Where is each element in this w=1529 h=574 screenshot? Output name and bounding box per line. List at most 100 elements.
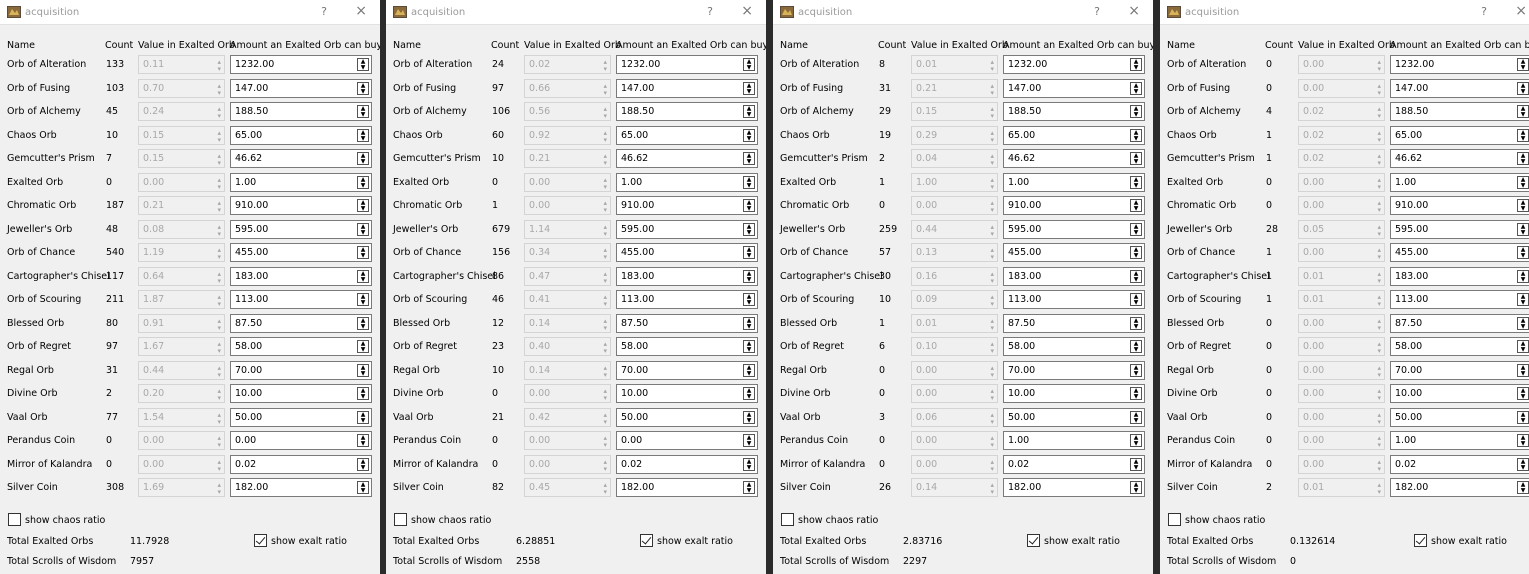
spin-arrows-icon[interactable]: ▲ ▼ xyxy=(1130,199,1142,212)
spin-arrows-icon[interactable]: ▲ ▼ xyxy=(357,387,369,400)
amount-spinbox-vaal-orb[interactable]: 50.00 ▲ ▼ xyxy=(230,407,372,427)
spin-arrows-icon[interactable]: ▲ ▼ xyxy=(743,105,755,118)
spin-arrows-icon[interactable]: ▲ ▼ xyxy=(1517,316,1529,330)
amount-spinbox-orb-of-scouring[interactable]: 113.00 ▲ ▼ xyxy=(1390,290,1529,309)
spin-arrows-icon[interactable]: ▲ ▼ xyxy=(1517,105,1529,118)
amount-spinbox-orb-of-scouring[interactable]: 113.00 ▲ ▼ xyxy=(1003,290,1145,309)
spin-arrows-icon[interactable]: ▲ ▼ xyxy=(357,293,369,306)
amount-spinbox-chaos-orb[interactable]: 65.00 ▲ ▼ xyxy=(230,125,372,145)
amount-spinbox-blessed-orb[interactable]: 87.50 ▲ ▼ xyxy=(230,313,372,333)
amount-spinbox-mirror-of-kalandra[interactable]: 0.02 ▲ ▼ xyxy=(616,454,758,474)
spin-arrows-icon[interactable]: ▲ ▼ xyxy=(743,58,755,71)
spin-arrows-icon[interactable]: ▲ ▼ xyxy=(1517,175,1529,189)
close-button[interactable]: × xyxy=(1128,3,1140,19)
amount-spinbox-silver-coin[interactable]: 182.00 ▲ ▼ xyxy=(230,478,372,497)
spin-arrows-icon[interactable]: ▲ ▼ xyxy=(1130,363,1142,377)
close-button[interactable]: × xyxy=(741,3,753,19)
amount-spinbox-cartographer-s-chisel[interactable]: 183.00 ▲ ▼ xyxy=(1003,266,1145,286)
spin-arrows-icon[interactable]: ▲ ▼ xyxy=(743,199,755,212)
amount-spinbox-gemcutter-s-prism[interactable]: 46.62 ▲ ▼ xyxy=(1390,149,1529,168)
amount-spinbox-divine-orb[interactable]: 10.00 ▲ ▼ xyxy=(1003,384,1145,403)
show-chaos-ratio-label[interactable]: show chaos ratio xyxy=(411,515,492,526)
spin-arrows-icon[interactable]: ▲ ▼ xyxy=(357,128,369,142)
amount-spinbox-perandus-coin[interactable]: 0.00 ▲ ▼ xyxy=(616,431,758,450)
show-chaos-ratio-checkbox[interactable] xyxy=(394,513,407,526)
amount-spinbox-blessed-orb[interactable]: 87.50 ▲ ▼ xyxy=(1390,313,1529,333)
amount-spinbox-orb-of-fusing[interactable]: 147.00 ▲ ▼ xyxy=(1390,78,1529,98)
show-exalt-ratio-checkbox[interactable] xyxy=(640,534,653,547)
show-exalt-ratio-label[interactable]: show exalt ratio xyxy=(1431,536,1507,547)
amount-spinbox-jeweller-s-orb[interactable]: 595.00 ▲ ▼ xyxy=(1003,219,1145,239)
amount-spinbox-orb-of-alteration[interactable]: 1232.00 ▲ ▼ xyxy=(230,55,372,74)
amount-spinbox-jeweller-s-orb[interactable]: 595.00 ▲ ▼ xyxy=(1390,219,1529,239)
spin-arrows-icon[interactable]: ▲ ▼ xyxy=(357,340,369,353)
spin-arrows-icon[interactable]: ▲ ▼ xyxy=(357,105,369,118)
title-bar[interactable]: acquisition? × xyxy=(773,0,1153,25)
show-exalt-ratio-label[interactable]: show exalt ratio xyxy=(657,536,733,547)
spin-arrows-icon[interactable]: ▲ ▼ xyxy=(1130,316,1142,330)
amount-spinbox-gemcutter-s-prism[interactable]: 46.62 ▲ ▼ xyxy=(1003,149,1145,168)
spin-arrows-icon[interactable]: ▲ ▼ xyxy=(1517,457,1529,471)
amount-spinbox-exalted-orb[interactable]: 1.00 ▲ ▼ xyxy=(1003,172,1145,192)
spin-arrows-icon[interactable]: ▲ ▼ xyxy=(1517,81,1529,95)
amount-spinbox-vaal-orb[interactable]: 50.00 ▲ ▼ xyxy=(1003,407,1145,427)
amount-spinbox-gemcutter-s-prism[interactable]: 46.62 ▲ ▼ xyxy=(616,149,758,168)
close-button[interactable]: × xyxy=(355,3,367,19)
show-exalt-ratio-label[interactable]: show exalt ratio xyxy=(271,536,347,547)
spin-arrows-icon[interactable]: ▲ ▼ xyxy=(357,246,369,259)
spin-arrows-icon[interactable]: ▲ ▼ xyxy=(1517,128,1529,142)
amount-spinbox-orb-of-regret[interactable]: 58.00 ▲ ▼ xyxy=(1003,337,1145,356)
amount-spinbox-divine-orb[interactable]: 10.00 ▲ ▼ xyxy=(230,384,372,403)
title-bar[interactable]: acquisition? × xyxy=(0,0,380,25)
spin-arrows-icon[interactable]: ▲ ▼ xyxy=(743,340,755,353)
amount-spinbox-cartographer-s-chisel[interactable]: 183.00 ▲ ▼ xyxy=(230,266,372,286)
help-button[interactable]: ? xyxy=(707,5,713,18)
amount-spinbox-orb-of-chance[interactable]: 455.00 ▲ ▼ xyxy=(1390,243,1529,262)
amount-spinbox-regal-orb[interactable]: 70.00 ▲ ▼ xyxy=(616,360,758,380)
spin-arrows-icon[interactable]: ▲ ▼ xyxy=(357,363,369,377)
show-exalt-ratio-checkbox[interactable] xyxy=(1027,534,1040,547)
spin-arrows-icon[interactable]: ▲ ▼ xyxy=(1130,246,1142,259)
amount-spinbox-regal-orb[interactable]: 70.00 ▲ ▼ xyxy=(1003,360,1145,380)
amount-spinbox-orb-of-scouring[interactable]: 113.00 ▲ ▼ xyxy=(230,290,372,309)
help-button[interactable]: ? xyxy=(321,5,327,18)
amount-spinbox-orb-of-alchemy[interactable]: 188.50 ▲ ▼ xyxy=(616,102,758,121)
show-chaos-ratio-label[interactable]: show chaos ratio xyxy=(25,515,106,526)
amount-spinbox-chromatic-orb[interactable]: 910.00 ▲ ▼ xyxy=(1003,196,1145,215)
spin-arrows-icon[interactable]: ▲ ▼ xyxy=(743,246,755,259)
spin-arrows-icon[interactable]: ▲ ▼ xyxy=(357,199,369,212)
spin-arrows-icon[interactable]: ▲ ▼ xyxy=(357,434,369,447)
spin-arrows-icon[interactable]: ▲ ▼ xyxy=(743,269,755,283)
spin-arrows-icon[interactable]: ▲ ▼ xyxy=(1517,222,1529,236)
amount-spinbox-exalted-orb[interactable]: 1.00 ▲ ▼ xyxy=(1390,172,1529,192)
amount-spinbox-orb-of-alteration[interactable]: 1232.00 ▲ ▼ xyxy=(1003,55,1145,74)
show-chaos-ratio-checkbox[interactable] xyxy=(781,513,794,526)
amount-spinbox-perandus-coin[interactable]: 1.00 ▲ ▼ xyxy=(1003,431,1145,450)
spin-arrows-icon[interactable]: ▲ ▼ xyxy=(1130,387,1142,400)
amount-spinbox-blessed-orb[interactable]: 87.50 ▲ ▼ xyxy=(616,313,758,333)
amount-spinbox-silver-coin[interactable]: 182.00 ▲ ▼ xyxy=(616,478,758,497)
spin-arrows-icon[interactable]: ▲ ▼ xyxy=(1517,269,1529,283)
amount-spinbox-jeweller-s-orb[interactable]: 595.00 ▲ ▼ xyxy=(230,219,372,239)
amount-spinbox-vaal-orb[interactable]: 50.00 ▲ ▼ xyxy=(616,407,758,427)
spin-arrows-icon[interactable]: ▲ ▼ xyxy=(357,81,369,95)
amount-spinbox-chaos-orb[interactable]: 65.00 ▲ ▼ xyxy=(1003,125,1145,145)
amount-spinbox-silver-coin[interactable]: 182.00 ▲ ▼ xyxy=(1003,478,1145,497)
spin-arrows-icon[interactable]: ▲ ▼ xyxy=(357,316,369,330)
spin-arrows-icon[interactable]: ▲ ▼ xyxy=(743,175,755,189)
amount-spinbox-regal-orb[interactable]: 70.00 ▲ ▼ xyxy=(230,360,372,380)
amount-spinbox-exalted-orb[interactable]: 1.00 ▲ ▼ xyxy=(616,172,758,192)
spin-arrows-icon[interactable]: ▲ ▼ xyxy=(743,81,755,95)
spin-arrows-icon[interactable]: ▲ ▼ xyxy=(743,457,755,471)
spin-arrows-icon[interactable]: ▲ ▼ xyxy=(743,434,755,447)
amount-spinbox-orb-of-alteration[interactable]: 1232.00 ▲ ▼ xyxy=(1390,55,1529,74)
spin-arrows-icon[interactable]: ▲ ▼ xyxy=(1517,410,1529,424)
show-chaos-ratio-checkbox[interactable] xyxy=(8,513,21,526)
spin-arrows-icon[interactable]: ▲ ▼ xyxy=(1130,58,1142,71)
spin-arrows-icon[interactable]: ▲ ▼ xyxy=(357,152,369,165)
amount-spinbox-orb-of-regret[interactable]: 58.00 ▲ ▼ xyxy=(230,337,372,356)
amount-spinbox-regal-orb[interactable]: 70.00 ▲ ▼ xyxy=(1390,360,1529,380)
spin-arrows-icon[interactable]: ▲ ▼ xyxy=(1517,246,1529,259)
spin-arrows-icon[interactable]: ▲ ▼ xyxy=(1130,152,1142,165)
amount-spinbox-chromatic-orb[interactable]: 910.00 ▲ ▼ xyxy=(1390,196,1529,215)
